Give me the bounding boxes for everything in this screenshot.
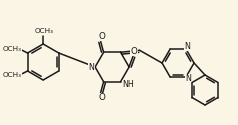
Text: N: N	[184, 42, 190, 51]
Text: O: O	[98, 32, 105, 41]
Text: N: N	[88, 62, 94, 72]
Text: N: N	[185, 74, 191, 83]
Text: OCH₃: OCH₃	[3, 46, 22, 52]
Text: O: O	[131, 46, 138, 56]
Text: O: O	[98, 93, 105, 102]
Text: NH: NH	[123, 80, 134, 89]
Text: OCH₃: OCH₃	[35, 28, 54, 34]
Text: OCH₃: OCH₃	[3, 72, 22, 78]
